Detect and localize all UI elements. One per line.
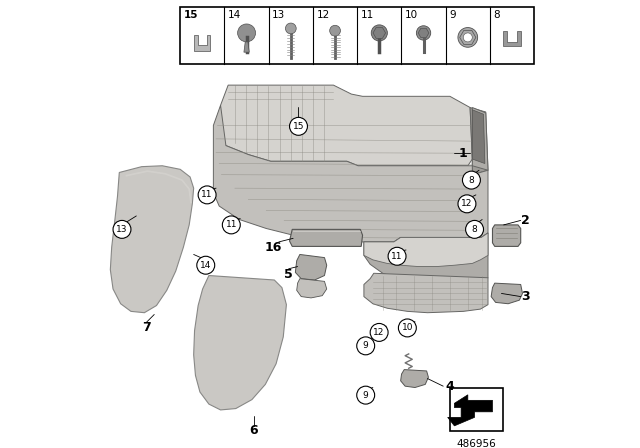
Polygon shape	[364, 233, 488, 284]
Polygon shape	[418, 28, 429, 38]
Circle shape	[398, 319, 416, 337]
Text: 10: 10	[405, 10, 418, 20]
Polygon shape	[472, 108, 488, 170]
Text: 9: 9	[363, 341, 369, 350]
Text: 12: 12	[374, 328, 385, 337]
Polygon shape	[213, 105, 488, 242]
Text: 1: 1	[458, 146, 467, 160]
Circle shape	[370, 323, 388, 341]
Polygon shape	[448, 395, 493, 426]
Circle shape	[196, 256, 215, 274]
Text: 16: 16	[264, 241, 282, 254]
Circle shape	[466, 220, 484, 238]
Polygon shape	[472, 110, 485, 164]
Polygon shape	[289, 229, 362, 246]
Polygon shape	[373, 27, 385, 39]
Polygon shape	[401, 370, 428, 388]
Text: 15: 15	[292, 122, 304, 131]
Text: 8: 8	[493, 10, 500, 20]
Circle shape	[198, 186, 216, 204]
Circle shape	[356, 337, 374, 355]
Text: 4: 4	[445, 379, 454, 393]
Text: 8: 8	[472, 225, 477, 234]
Text: 10: 10	[402, 323, 413, 332]
Circle shape	[371, 25, 387, 41]
Polygon shape	[195, 35, 211, 51]
Circle shape	[330, 25, 340, 36]
Text: 11: 11	[361, 10, 374, 20]
Text: 11: 11	[225, 220, 237, 229]
Polygon shape	[364, 273, 488, 313]
Text: 14: 14	[228, 10, 241, 20]
Text: 12: 12	[317, 10, 330, 20]
Text: 11: 11	[202, 190, 213, 199]
Circle shape	[289, 117, 307, 135]
Text: 14: 14	[200, 261, 211, 270]
Circle shape	[388, 247, 406, 265]
Polygon shape	[503, 30, 521, 46]
Text: 2: 2	[521, 214, 529, 227]
Polygon shape	[244, 42, 249, 52]
Polygon shape	[493, 225, 521, 246]
Circle shape	[222, 216, 240, 234]
Circle shape	[113, 220, 131, 238]
Text: 13: 13	[272, 10, 285, 20]
Circle shape	[356, 386, 374, 404]
Text: 486956: 486956	[456, 439, 496, 448]
Circle shape	[458, 28, 477, 47]
Bar	[450, 388, 503, 431]
Circle shape	[285, 23, 296, 34]
Polygon shape	[110, 166, 194, 313]
Text: 9: 9	[449, 10, 456, 20]
Text: 15: 15	[184, 10, 198, 20]
Polygon shape	[219, 85, 472, 166]
Circle shape	[463, 171, 481, 189]
Text: 11: 11	[391, 252, 403, 261]
Circle shape	[463, 33, 472, 42]
Text: 13: 13	[116, 225, 128, 234]
Polygon shape	[296, 254, 326, 280]
Text: 5: 5	[284, 267, 293, 281]
Circle shape	[458, 195, 476, 213]
Text: 12: 12	[461, 199, 472, 208]
Polygon shape	[297, 279, 326, 298]
Polygon shape	[364, 233, 488, 267]
Text: 9: 9	[363, 391, 369, 400]
Circle shape	[417, 26, 431, 40]
Polygon shape	[470, 108, 488, 175]
Bar	[180, 7, 534, 64]
Circle shape	[237, 24, 255, 42]
Text: 3: 3	[521, 290, 529, 303]
Text: 8: 8	[468, 176, 474, 185]
Text: 6: 6	[250, 424, 258, 438]
Polygon shape	[491, 283, 522, 304]
Text: 7: 7	[142, 321, 150, 335]
Polygon shape	[194, 276, 287, 410]
